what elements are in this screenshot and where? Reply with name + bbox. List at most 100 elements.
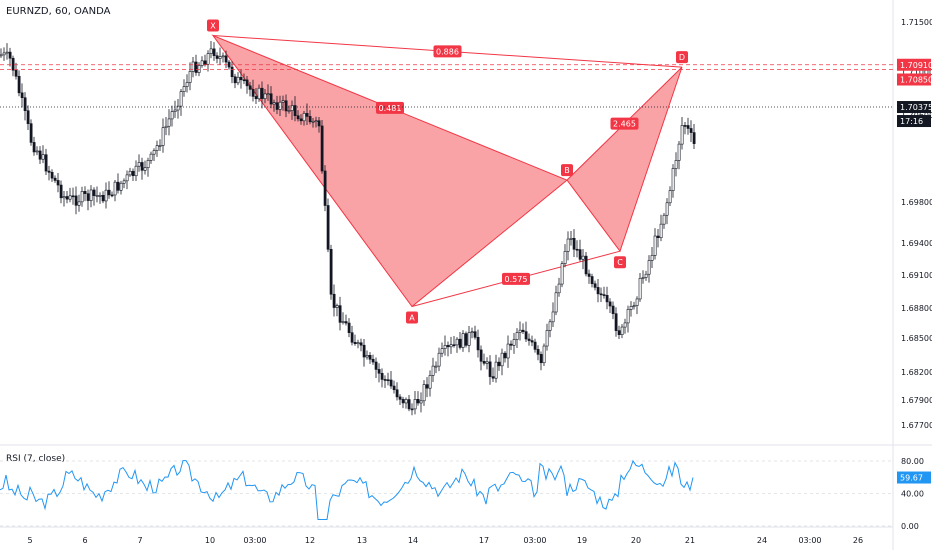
candle bbox=[98, 192, 102, 204]
rsi-line bbox=[0, 459, 694, 520]
candle bbox=[257, 84, 261, 102]
time-tick-label: 14 bbox=[408, 536, 418, 545]
pattern-layer[interactable] bbox=[211, 34, 683, 308]
pattern-point-label: A bbox=[409, 314, 415, 323]
ratio-label[interactable]: 0.481 bbox=[376, 101, 404, 114]
candle bbox=[323, 165, 327, 212]
price-tick-label: 1.68800 bbox=[901, 304, 932, 313]
candle bbox=[593, 280, 597, 291]
candle bbox=[74, 186, 78, 215]
candle bbox=[239, 69, 243, 89]
candle bbox=[359, 338, 363, 352]
candle bbox=[419, 392, 423, 413]
candle bbox=[602, 286, 606, 299]
candle bbox=[227, 59, 231, 70]
candle bbox=[515, 328, 519, 348]
candle bbox=[476, 329, 480, 358]
time-tick-label: 13 bbox=[357, 536, 367, 545]
ratio-label[interactable]: 2.465 bbox=[610, 117, 639, 130]
candle bbox=[392, 380, 396, 394]
candle bbox=[113, 179, 117, 202]
candle bbox=[638, 272, 642, 302]
pattern-point-d[interactable]: D bbox=[676, 51, 688, 64]
candle bbox=[251, 79, 255, 102]
time-tick-label: 5 bbox=[27, 536, 32, 545]
pattern-labels-layer[interactable]: X A B C D 0.886 0.481 0.575 2.465 bbox=[207, 19, 688, 324]
ratio-label[interactable]: 0.575 bbox=[502, 272, 530, 285]
candle bbox=[401, 396, 405, 409]
candle bbox=[296, 110, 300, 122]
candle bbox=[110, 191, 114, 198]
candle bbox=[581, 249, 585, 270]
candle bbox=[8, 47, 12, 67]
time-tick-label: 19 bbox=[577, 536, 587, 545]
candle bbox=[554, 285, 558, 316]
pattern-point-a[interactable]: A bbox=[406, 311, 418, 324]
candle bbox=[626, 305, 630, 333]
candle bbox=[539, 351, 543, 371]
candle bbox=[65, 190, 69, 204]
candle bbox=[344, 314, 348, 326]
price-tick-label: 1.71000 bbox=[901, 68, 932, 77]
current-price-tag: 1.70375 bbox=[897, 101, 932, 114]
candle bbox=[155, 140, 159, 157]
candle bbox=[650, 246, 654, 269]
candle bbox=[479, 345, 483, 371]
candle bbox=[524, 321, 528, 342]
ratio-label[interactable]: 0.886 bbox=[433, 45, 462, 58]
candle bbox=[407, 394, 411, 412]
price-tick-label: 1.68200 bbox=[901, 368, 932, 377]
candle bbox=[311, 118, 315, 128]
rsi-tick-label: 0.00 bbox=[901, 522, 919, 531]
candle bbox=[362, 338, 366, 367]
candle bbox=[188, 62, 192, 91]
candle bbox=[629, 301, 633, 317]
candle bbox=[26, 105, 30, 131]
pattern-point-label: X bbox=[210, 22, 216, 31]
candle bbox=[620, 324, 624, 339]
candle bbox=[611, 301, 615, 320]
candle bbox=[356, 339, 360, 349]
candle bbox=[584, 252, 588, 277]
candle bbox=[92, 187, 96, 206]
chart-title: EURNZD, 60, OANDA bbox=[6, 6, 111, 17]
candle bbox=[455, 337, 459, 353]
candle bbox=[2, 47, 6, 61]
candle bbox=[677, 141, 681, 170]
pattern-point-c[interactable]: C bbox=[614, 256, 626, 269]
candle bbox=[125, 170, 129, 190]
candle bbox=[329, 244, 333, 300]
candle bbox=[461, 330, 465, 352]
candle bbox=[563, 244, 567, 268]
candle bbox=[452, 335, 456, 348]
candle bbox=[38, 146, 42, 165]
pattern-point-x[interactable]: X bbox=[207, 19, 219, 32]
candle bbox=[194, 54, 198, 76]
xab-triangle[interactable] bbox=[211, 34, 568, 308]
candle bbox=[527, 333, 531, 346]
candle bbox=[587, 269, 591, 284]
candle bbox=[248, 81, 252, 97]
candle bbox=[428, 370, 432, 397]
candle bbox=[488, 355, 492, 385]
price-tick-label: 1.71500 bbox=[901, 18, 932, 27]
price-tick-label: 1.67900 bbox=[901, 396, 932, 405]
candle bbox=[608, 298, 612, 314]
candle bbox=[374, 357, 378, 378]
candle bbox=[35, 146, 39, 156]
candle bbox=[443, 335, 447, 356]
candle bbox=[560, 261, 564, 288]
axes-layer: 1.715001.710001.706001.698001.694001.691… bbox=[27, 18, 932, 545]
candle bbox=[185, 74, 189, 93]
candle bbox=[206, 50, 210, 72]
candle bbox=[143, 160, 147, 175]
candle bbox=[44, 148, 48, 175]
pattern-point-b[interactable]: B bbox=[561, 164, 573, 177]
time-tick-label: 6 bbox=[82, 536, 87, 545]
candle bbox=[644, 270, 648, 281]
candle bbox=[29, 119, 33, 146]
candle bbox=[683, 121, 687, 135]
rsi-value-tag: 59.67 bbox=[897, 471, 931, 484]
pattern-point-label: D bbox=[679, 53, 685, 62]
